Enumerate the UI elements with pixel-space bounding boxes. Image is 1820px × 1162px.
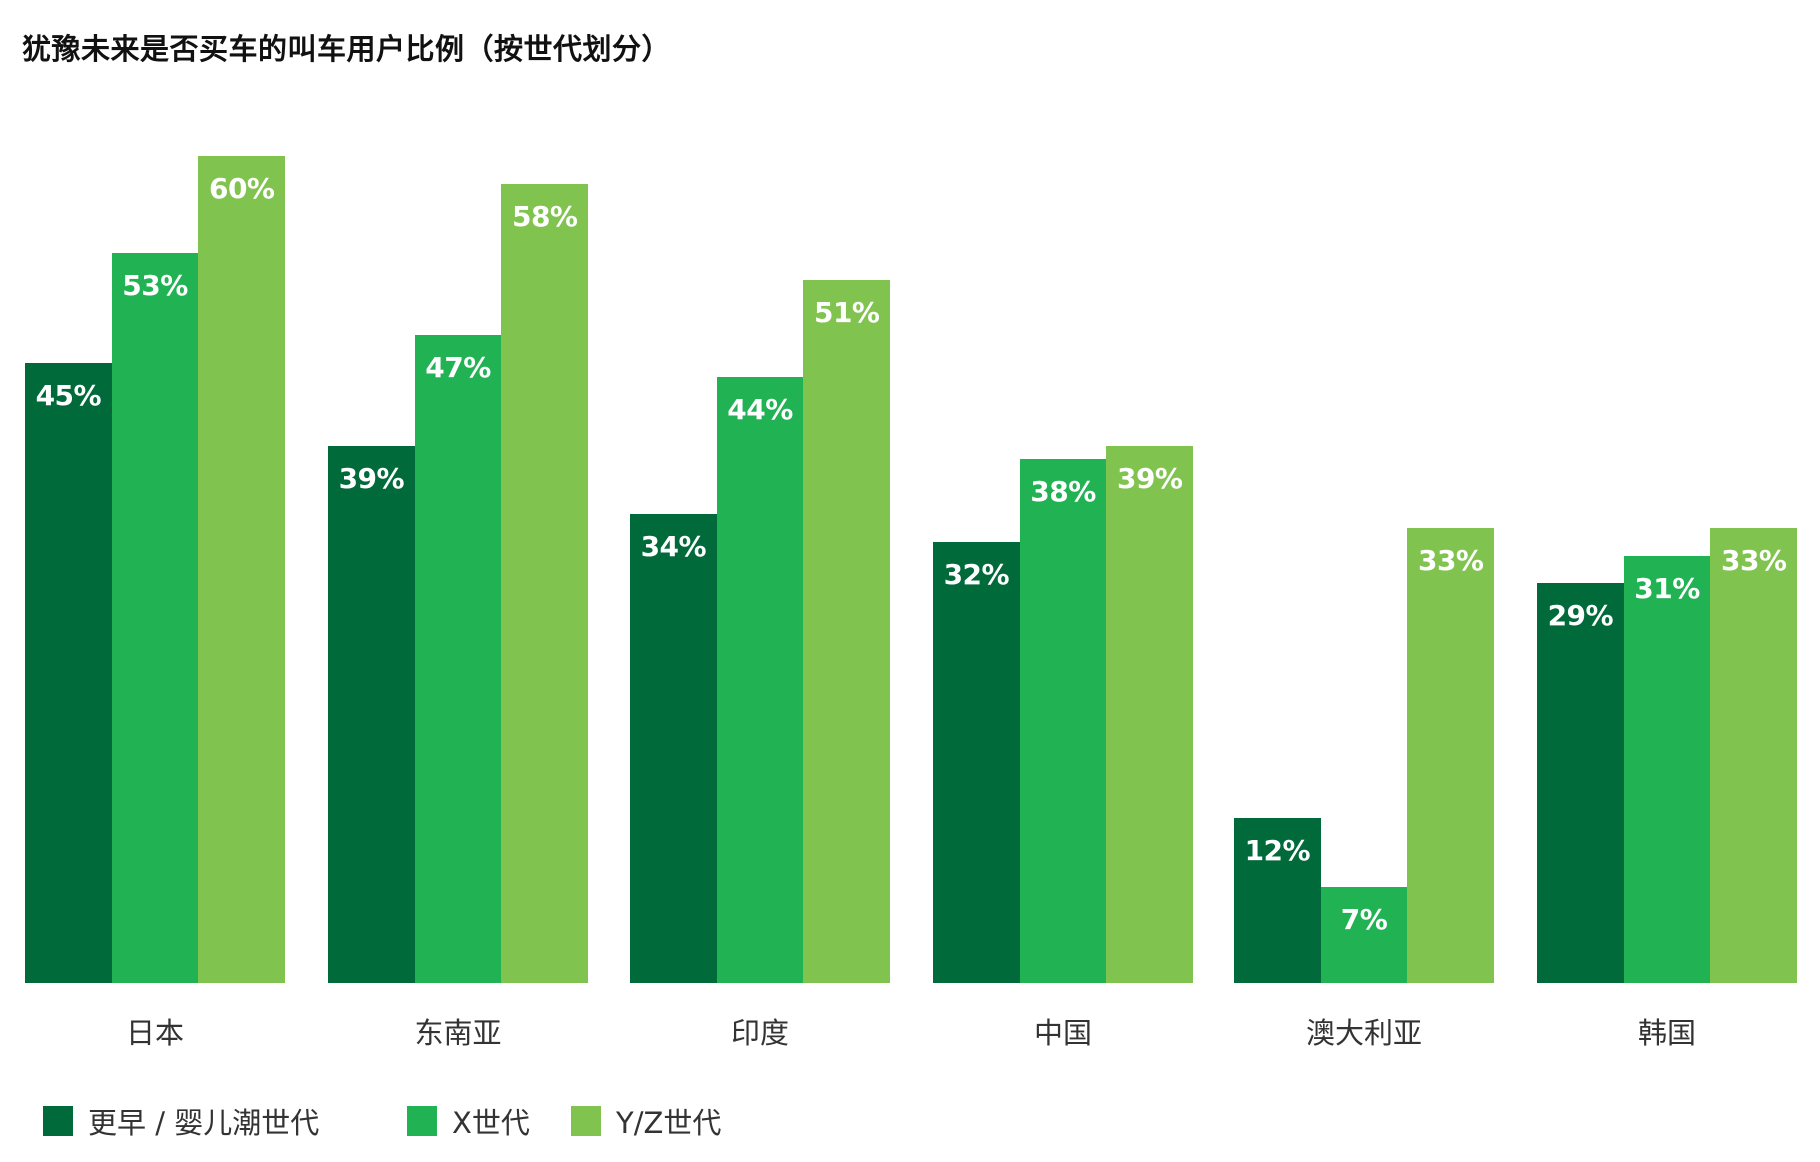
- bar-genyz: 60%: [198, 156, 286, 983]
- bar-group: 29% 31% 33%: [1537, 0, 1798, 983]
- bar-group: 39% 47% 58%: [328, 0, 589, 983]
- bar-genyz: 33%: [1710, 528, 1798, 983]
- legend-swatch-genx: [407, 1106, 437, 1136]
- bar-value-label: 39%: [1116, 461, 1183, 495]
- bar-genyz: 33%: [1407, 528, 1495, 983]
- chart-title: 犹豫未来是否买车的叫车用户比例（按世代划分）: [22, 32, 672, 66]
- bar-value-label: 53%: [122, 268, 188, 302]
- category-label: 韩国: [1637, 1016, 1696, 1050]
- legend-label-genyz: Y/Z世代: [616, 1106, 722, 1140]
- bar-chart-plot: 45% 53% 60% 日本 39% 47% 58% 东南亚 34% 44% 51% 印度 32% 38%…: [25, 0, 1798, 1050]
- bar-value-label: 32%: [943, 558, 1010, 592]
- bar-group: 45% 53% 60%: [25, 0, 286, 983]
- category-label: 中国: [1033, 1016, 1092, 1050]
- bar-value-label: 7%: [1340, 902, 1388, 936]
- bar-group: 12% 7% 33%: [1234, 0, 1495, 983]
- bar-genx: 44%: [716, 376, 804, 983]
- bar-value-label: 34%: [640, 530, 707, 564]
- bar-boomers: 34%: [630, 514, 717, 983]
- bar-group: 32% 38% 39%: [933, 0, 1194, 983]
- category-label: 印度: [730, 1016, 789, 1050]
- bar-value-label: 33%: [1417, 544, 1484, 578]
- bar-value-label: 29%: [1547, 599, 1614, 633]
- legend-item-genyz: Y/Z世代: [571, 1105, 721, 1140]
- legend-label-genx: X世代: [452, 1106, 530, 1140]
- bar-boomers: 29%: [1537, 583, 1624, 983]
- bar-value-label: 38%: [1030, 475, 1096, 509]
- bar-value-label: 12%: [1244, 833, 1311, 867]
- bar-value-label: 33%: [1720, 544, 1787, 578]
- bar-boomers: 12%: [1234, 817, 1321, 983]
- legend-item-boomers: 更早 / 婴儿潮世代: [43, 1105, 319, 1140]
- category-label: 日本: [125, 1016, 184, 1050]
- bar-value-label: 58%: [511, 199, 578, 233]
- bar-value-label: 45%: [35, 378, 102, 412]
- bar-genyz: 51%: [803, 280, 891, 983]
- bar-boomers: 45%: [25, 362, 112, 983]
- bar-value-label: 39%: [338, 461, 405, 495]
- bar-genyz: 39%: [1106, 445, 1194, 983]
- bar-genx: 7%: [1320, 886, 1408, 983]
- bar-value-label: 51%: [813, 296, 880, 330]
- legend-swatch-genyz: [571, 1106, 601, 1136]
- legend-label-boomers: 更早 / 婴儿潮世代: [88, 1106, 320, 1140]
- legend-swatch-boomers: [43, 1106, 73, 1136]
- bar-value-label: 31%: [1634, 571, 1700, 605]
- bar-genx: 53%: [111, 252, 199, 983]
- bar-boomers: 32%: [933, 542, 1020, 983]
- legend-item-genx: X世代: [407, 1105, 530, 1140]
- bar-group: 34% 44% 51%: [630, 0, 891, 983]
- bar-value-label: 47%: [425, 351, 491, 385]
- bar-value-label: 60%: [208, 172, 275, 206]
- bar-genx: 31%: [1623, 555, 1711, 983]
- bar-value-label: 44%: [727, 392, 793, 426]
- category-label: 东南亚: [414, 1016, 502, 1050]
- bar-genx: 38%: [1019, 459, 1107, 983]
- bar-genyz: 58%: [501, 183, 589, 983]
- bar-genx: 47%: [414, 335, 502, 983]
- category-label: 澳大利亚: [1305, 1016, 1422, 1050]
- bar-boomers: 39%: [328, 445, 415, 983]
